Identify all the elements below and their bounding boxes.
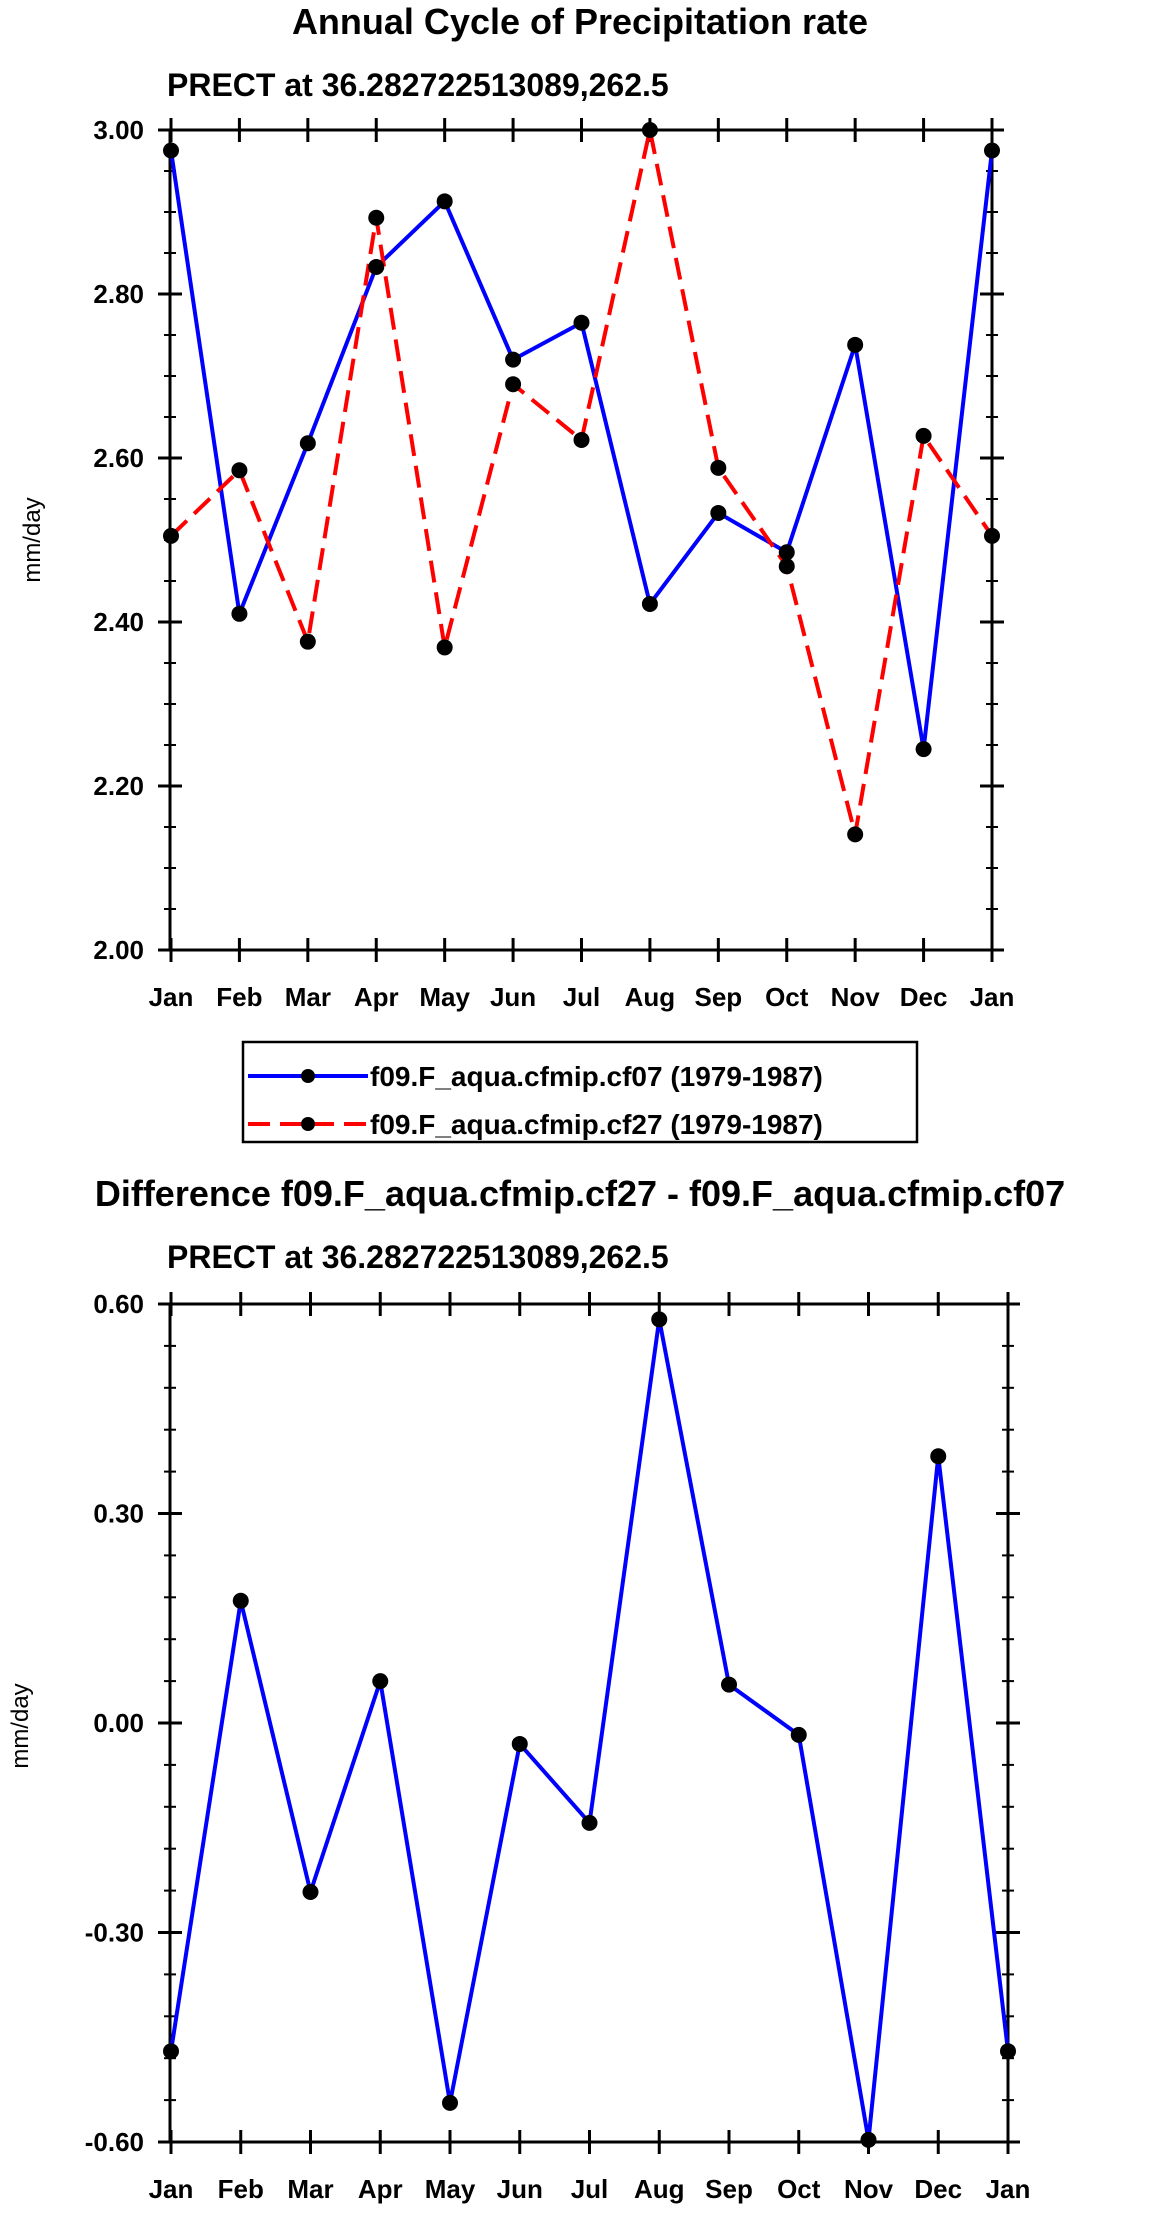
x-tick-label: Jan [149, 982, 194, 1012]
y-tick-label: 2.80 [93, 279, 144, 309]
x-tick-label: Nov [831, 982, 881, 1012]
x-tick-label: Apr [354, 982, 399, 1012]
x-tick-label: Mar [285, 982, 331, 1012]
data-point [372, 1673, 389, 1690]
data-point [915, 741, 932, 758]
legend-marker-cf27 [301, 1117, 315, 1131]
data-point [368, 258, 385, 275]
data-point [778, 558, 795, 575]
x-tick-label: Jan [149, 2174, 194, 2204]
legend-label-cf27: f09.F_aqua.cfmip.cf27 (1979-1987) [370, 1109, 823, 1140]
x-tick-label: Nov [844, 2174, 894, 2204]
data-point [505, 351, 522, 368]
legend-label-cf07: f09.F_aqua.cfmip.cf07 (1979-1987) [370, 1061, 823, 1092]
data-point [436, 639, 453, 656]
x-tick-label: Aug [634, 2174, 685, 2204]
chart-title: Annual Cycle of Precipitation rate [292, 1, 868, 42]
x-tick-label: Mar [287, 2174, 333, 2204]
x-tick-label: Jan [986, 2174, 1031, 2204]
data-point [710, 504, 727, 521]
annual-cycle-chart: Annual Cycle of Precipitation rate PRECT… [19, 1, 1014, 1012]
data-point [573, 314, 590, 331]
y-axis-label: mm/day [19, 497, 46, 582]
data-point [442, 2094, 458, 2111]
data-point [573, 431, 590, 448]
data-point [641, 122, 658, 138]
data-point [641, 595, 658, 612]
chart-subtitle: PRECT at 36.282722513089,262.5 [167, 67, 669, 103]
y-tick-label: -0.60 [85, 2127, 144, 2157]
data-point [860, 2131, 877, 2148]
data-point [511, 1735, 528, 1752]
y-tick-label: -0.30 [85, 1918, 144, 1948]
x-tick-label: Jul [563, 982, 601, 1012]
x-tick-label: Feb [218, 2174, 264, 2204]
x-tick-label: Jun [490, 982, 536, 1012]
data-point [651, 1311, 668, 1328]
y-tick-label: 0.60 [93, 1289, 144, 1319]
y-tick-label: 2.20 [93, 771, 144, 801]
y-tick-label: 2.00 [93, 935, 144, 965]
chart-subtitle: PRECT at 36.282722513089,262.5 [167, 1239, 669, 1275]
x-tick-label: Oct [765, 982, 809, 1012]
data-point [368, 209, 385, 226]
data-point [1000, 2043, 1016, 2060]
y-tick-label: 0.00 [93, 1708, 144, 1738]
data-point [984, 527, 1000, 544]
data-point [231, 605, 248, 622]
x-tick-label: Apr [358, 2174, 403, 2204]
data-point [302, 1883, 319, 1900]
x-tick-label: Jan [970, 982, 1015, 1012]
series-line [169, 150, 994, 752]
data-point [505, 376, 522, 393]
x-tick-label: Feb [216, 982, 262, 1012]
plot-frame [168, 128, 994, 952]
chart-title: Difference f09.F_aqua.cfmip.cf27 - f09.F… [95, 1173, 1065, 1214]
x-tick-label: Jun [497, 2174, 543, 2204]
data-point [790, 1726, 807, 1743]
data-point [163, 142, 179, 159]
data-point [436, 193, 453, 210]
data-point [778, 544, 795, 561]
x-tick-label: May [419, 982, 470, 1012]
x-tick-label: Sep [694, 982, 742, 1012]
x-tick-label: Dec [914, 2174, 962, 2204]
data-point [721, 1676, 737, 1693]
data-point [163, 527, 179, 544]
data-point [710, 459, 727, 476]
data-point [232, 1592, 249, 1609]
y-tick-label: 3.00 [93, 115, 144, 145]
data-point [299, 633, 316, 650]
difference-chart: Difference f09.F_aqua.cfmip.cf27 - f09.F… [7, 1173, 1065, 2204]
data-point [299, 435, 316, 452]
x-tick-label: Jul [571, 2174, 609, 2204]
data-point [231, 462, 248, 479]
legend: f09.F_aqua.cfmip.cf07 (1979-1987) f09.F_… [241, 1040, 919, 1144]
x-tick-label: Dec [900, 982, 948, 1012]
data-point [163, 2043, 179, 2060]
legend-marker-cf07 [301, 1069, 315, 1083]
y-axis-label: mm/day [7, 1683, 34, 1768]
y-tick-label: 2.40 [93, 607, 144, 637]
x-tick-label: Oct [777, 2174, 821, 2204]
series-line [169, 1317, 1010, 2142]
x-tick-label: May [425, 2174, 476, 2204]
x-tick-label: Aug [625, 982, 676, 1012]
data-point [930, 1448, 947, 1465]
y-tick-label: 0.30 [93, 1499, 144, 1529]
data-point [847, 336, 864, 353]
data-point [984, 142, 1000, 159]
data-point [915, 427, 932, 444]
data-point [581, 1814, 598, 1831]
y-tick-label: 2.60 [93, 443, 144, 473]
x-tick-label: Sep [705, 2174, 753, 2204]
data-point [847, 826, 864, 843]
